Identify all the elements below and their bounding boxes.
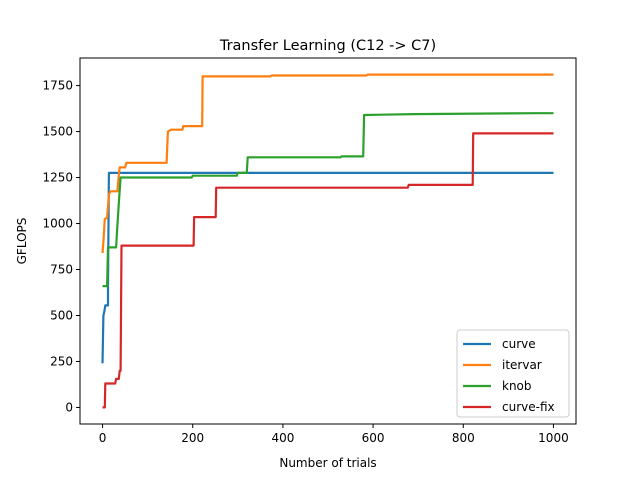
plot-series-group (101, 73, 554, 409)
legend-label-knob: knob (502, 379, 532, 393)
x-tick-label: 1000 (538, 431, 569, 445)
y-tick-label: 1000 (42, 217, 73, 231)
series-line-curve-fix (102, 132, 554, 409)
y-tick-label: 750 (50, 263, 73, 277)
series-line-curve (101, 171, 554, 364)
x-axis-title: Number of trials (279, 456, 376, 470)
x-tick-label: 400 (271, 431, 294, 445)
x-tick-label: 0 (99, 431, 107, 445)
plot-area-frame (79, 57, 577, 425)
series-line-itervar (101, 73, 554, 254)
y-tick-label: 1250 (42, 171, 73, 185)
chart-title: Transfer Learning (C12 -> C7) (219, 38, 436, 54)
legend: curve itervar knob curve-fix (456, 329, 570, 418)
x-axis: 0 200 400 600 800 1000 (99, 424, 569, 445)
y-tick-label: 1500 (42, 125, 73, 139)
y-tick-label: 250 (50, 354, 73, 368)
y-axis-title: GFLOPS (15, 218, 29, 265)
y-tick-label: 500 (50, 308, 73, 322)
legend-label-itervar: itervar (502, 358, 542, 372)
x-tick-label: 600 (362, 431, 385, 445)
series-line-knob (102, 112, 554, 288)
x-tick-label: 800 (452, 431, 475, 445)
y-axis: 0 250 500 750 1000 1250 1500 1750 (42, 79, 80, 414)
x-tick-label: 200 (181, 431, 204, 445)
y-tick-label: 1750 (42, 79, 73, 93)
legend-label-curve: curve (502, 337, 536, 351)
y-tick-label: 0 (65, 400, 73, 414)
legend-label-curve-fix: curve-fix (502, 400, 555, 414)
legend-box (456, 329, 570, 418)
